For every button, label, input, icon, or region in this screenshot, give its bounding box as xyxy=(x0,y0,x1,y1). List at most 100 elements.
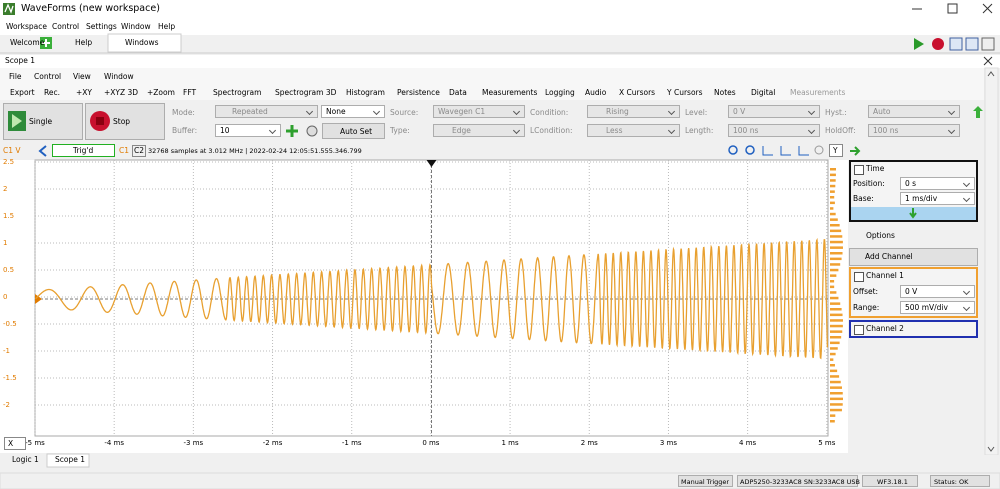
device-info[interactable]: ADP5250-3233AC8 SN:3233AC8 USB xyxy=(737,475,858,487)
panel-arrow[interactable] xyxy=(850,146,862,156)
x-tick-label: -3 ms xyxy=(184,439,204,447)
y-tick-label: 2.5 xyxy=(3,158,14,166)
histogram-bar xyxy=(830,358,833,361)
y-tick-label: 1.5 xyxy=(3,212,14,220)
histogram-bar xyxy=(830,308,842,311)
options-label[interactable]: Options xyxy=(866,231,895,241)
histogram-bar xyxy=(830,319,843,322)
add-channel-button[interactable]: Add Channel xyxy=(849,248,978,266)
time-checkbox[interactable] xyxy=(854,165,864,175)
manual-trigger-text: Manual Trigger xyxy=(681,477,729,487)
y-tick-label: 0 xyxy=(3,293,7,301)
range-label: Range: xyxy=(853,303,879,313)
offset-label: Offset: xyxy=(853,287,878,297)
histogram-bar xyxy=(830,218,838,221)
x-button[interactable]: X xyxy=(4,437,26,450)
x-button-text: X xyxy=(8,439,13,449)
histogram-bar xyxy=(830,414,835,417)
x-tick-label: -5 ms xyxy=(25,439,45,447)
histogram-bar xyxy=(830,190,835,193)
histogram-bar xyxy=(830,235,842,238)
histogram-bar xyxy=(830,252,843,255)
base-combo[interactable]: 1 ms/div xyxy=(900,192,975,205)
x-tick-label: 5 ms xyxy=(818,439,835,447)
x-tick-label: -4 ms xyxy=(104,439,124,447)
channel1-checkbox[interactable] xyxy=(854,272,864,282)
holdoff-combo[interactable]: 100 ns xyxy=(868,124,960,137)
histogram-bar xyxy=(830,185,835,188)
base-value: 1 ms/div xyxy=(905,194,937,204)
histogram-bar xyxy=(830,375,839,378)
channel1-label: Channel 1 xyxy=(866,271,904,281)
hyst-value: Auto xyxy=(873,107,890,117)
x-tick-label: 0 ms xyxy=(422,439,439,447)
down-arrow xyxy=(909,208,917,219)
histogram-bar xyxy=(830,286,834,289)
y-tick-label: 2 xyxy=(3,185,7,193)
y-tick-label: 1 xyxy=(3,239,7,247)
histogram-bar xyxy=(830,297,838,300)
histogram-bar xyxy=(830,258,842,261)
histogram-bar xyxy=(830,409,842,412)
x-tick-label: 3 ms xyxy=(660,439,677,447)
channel2-box: Channel 2 xyxy=(849,320,978,338)
position-label: Position: xyxy=(853,179,885,189)
y-tick-label: -0.5 xyxy=(3,320,17,328)
time-box: Time Position: 0 s Base: 1 ms/div xyxy=(849,160,978,222)
manual-trigger[interactable]: Manual Trigger xyxy=(678,475,733,487)
histogram-bar xyxy=(830,202,835,205)
channel1-box: Channel 1 Offset: 0 V Range: 500 mV/div xyxy=(849,267,978,318)
y-tick-label: -1 xyxy=(3,347,10,355)
histogram-bar xyxy=(830,207,833,210)
channel2-checkbox[interactable] xyxy=(854,325,864,335)
histogram-bar xyxy=(830,224,840,227)
histogram-bar xyxy=(830,246,843,249)
histogram-bar xyxy=(830,325,843,328)
histogram-bar xyxy=(830,274,836,277)
histogram-bar xyxy=(830,420,835,423)
histogram-bar xyxy=(830,347,838,350)
histogram-bar xyxy=(830,302,840,305)
x-tick-label: 2 ms xyxy=(581,439,598,447)
position-value: 0 s xyxy=(905,179,916,189)
plot-area: 2.5 2 1.5 1 0.5 0 -0.5 -1 -1.5 -2 -5 ms -4 ms -3 ms -… xyxy=(0,0,848,455)
y-tick-label: -1.5 xyxy=(3,374,17,382)
histogram-bar xyxy=(830,353,836,356)
scope-tab[interactable]: Scope 1 xyxy=(55,455,85,465)
histogram-bar xyxy=(830,280,834,283)
hyst-combo[interactable]: Auto xyxy=(868,105,960,118)
histogram-bar xyxy=(830,314,843,317)
histogram-bar xyxy=(830,392,843,395)
histogram-bar xyxy=(830,403,843,406)
add-channel-label: Add Channel xyxy=(865,252,913,262)
y-tick-label: 0.5 xyxy=(3,266,14,274)
offset-combo[interactable]: 0 V xyxy=(900,285,975,298)
histogram-bar xyxy=(830,398,843,401)
version-text: WF3.18.1 xyxy=(877,477,908,487)
up-arrow[interactable] xyxy=(973,106,983,118)
position-combo[interactable]: 0 s xyxy=(900,177,975,190)
range-combo[interactable]: 500 mV/div xyxy=(900,301,975,314)
base-label: Base: xyxy=(853,194,874,204)
x-tick-label: -2 ms xyxy=(263,439,283,447)
status-text: Status: OK xyxy=(934,477,968,487)
y-tick-label: -2 xyxy=(3,401,10,409)
histogram-bar xyxy=(830,241,843,244)
histogram-bar xyxy=(830,381,841,384)
time-expand[interactable] xyxy=(851,207,976,220)
device-text: ADP5250-3233AC8 SN:3233AC8 USB xyxy=(740,477,860,487)
status-info[interactable]: Status: OK xyxy=(930,475,990,487)
offset-value: 0 V xyxy=(905,287,917,297)
histogram-bar xyxy=(830,179,836,182)
histogram-bar xyxy=(830,330,842,333)
x-tick-label: 1 ms xyxy=(502,439,519,447)
histogram-bar xyxy=(830,174,836,177)
x-tick-label: 4 ms xyxy=(739,439,756,447)
histogram-bar xyxy=(830,364,835,367)
channel2-label: Channel 2 xyxy=(866,324,904,334)
scope-tab[interactable]: Logic 1 xyxy=(12,455,39,465)
histogram-bar xyxy=(830,269,838,272)
version-info[interactable]: WF3.18.1 xyxy=(862,475,918,487)
histogram-bar xyxy=(830,342,840,345)
histogram-bar xyxy=(830,168,836,171)
